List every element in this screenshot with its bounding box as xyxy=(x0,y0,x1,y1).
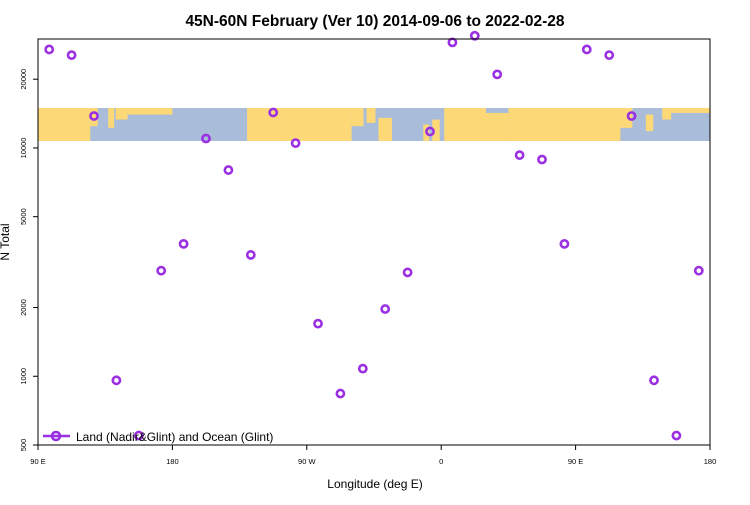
data-point xyxy=(514,150,525,161)
map-land xyxy=(115,108,128,120)
y-tick-label: 10000 xyxy=(19,138,28,159)
map-land xyxy=(247,108,285,141)
x-axis-label: Longitude (deg E) xyxy=(327,477,422,491)
map-land xyxy=(127,108,173,115)
data-point xyxy=(44,44,55,55)
data-point xyxy=(671,430,682,441)
data-point xyxy=(111,375,122,386)
y-tick-label: 1000 xyxy=(19,368,28,385)
data-point xyxy=(313,318,323,329)
data-point xyxy=(649,375,659,386)
x-tick-label: 180 xyxy=(704,457,717,466)
data-point xyxy=(559,238,570,249)
y-axis-ticks: 500 1000 2000 5000 10000 20000 xyxy=(19,69,38,451)
data-point xyxy=(178,238,189,249)
map-land xyxy=(351,108,364,127)
y-tick-label: 2000 xyxy=(19,299,28,316)
x-tick-label: 90 E xyxy=(568,457,583,466)
data-point xyxy=(335,388,346,399)
map-land xyxy=(366,108,376,123)
data-point xyxy=(537,154,547,165)
y-tick-label: 20000 xyxy=(19,69,28,90)
data-point xyxy=(626,111,637,121)
data-point xyxy=(402,267,413,278)
y-tick-label: 500 xyxy=(19,439,28,452)
map-land xyxy=(486,112,509,141)
x-tick-label: 0 xyxy=(439,457,443,466)
data-point xyxy=(447,37,458,48)
legend-label: Land (Nadir&Glint) and Ocean (Glint) xyxy=(76,430,273,444)
data-point xyxy=(290,138,301,149)
x-tick-label: 90 W xyxy=(298,457,316,466)
data-point xyxy=(133,430,144,441)
data-point xyxy=(268,107,279,118)
data-point xyxy=(492,69,503,80)
data-point xyxy=(581,44,592,55)
x-axis-ticks: 90 E 180 90 W 0 90 E 180 xyxy=(30,445,716,466)
data-point xyxy=(357,363,368,374)
map-land xyxy=(662,108,672,120)
data-point xyxy=(469,30,480,41)
x-tick-label: 180 xyxy=(166,457,179,466)
y-axis-label: N Total xyxy=(0,223,12,260)
map-land xyxy=(620,108,633,128)
map-land xyxy=(108,108,115,128)
legend-marker xyxy=(50,430,62,442)
data-point xyxy=(245,250,256,260)
map-land xyxy=(284,108,352,141)
map-land xyxy=(90,108,98,127)
data-point xyxy=(380,304,391,314)
map-land xyxy=(432,119,440,141)
map-land xyxy=(378,117,392,141)
data-point xyxy=(693,265,704,276)
plot-frame xyxy=(37,38,711,446)
map-land xyxy=(645,114,654,132)
data-point xyxy=(66,50,77,61)
data-point xyxy=(89,111,99,121)
world-map-band xyxy=(38,108,710,141)
data-point xyxy=(156,265,167,276)
legend: Land (Nadir&Glint) and Ocean (Glint) xyxy=(43,430,273,444)
map-land xyxy=(444,108,486,141)
chart-title: 45N-60N February (Ver 10) 2014-09-06 to … xyxy=(185,13,564,30)
map-land xyxy=(38,108,91,141)
y-tick-label: 5000 xyxy=(19,208,28,225)
data-point xyxy=(604,50,615,61)
x-tick-label: 90 E xyxy=(30,457,45,466)
map-land xyxy=(671,108,710,113)
data-points xyxy=(44,30,704,441)
map-land xyxy=(508,108,621,141)
data-point xyxy=(425,126,435,137)
data-point xyxy=(223,165,234,175)
data-point xyxy=(201,133,211,144)
